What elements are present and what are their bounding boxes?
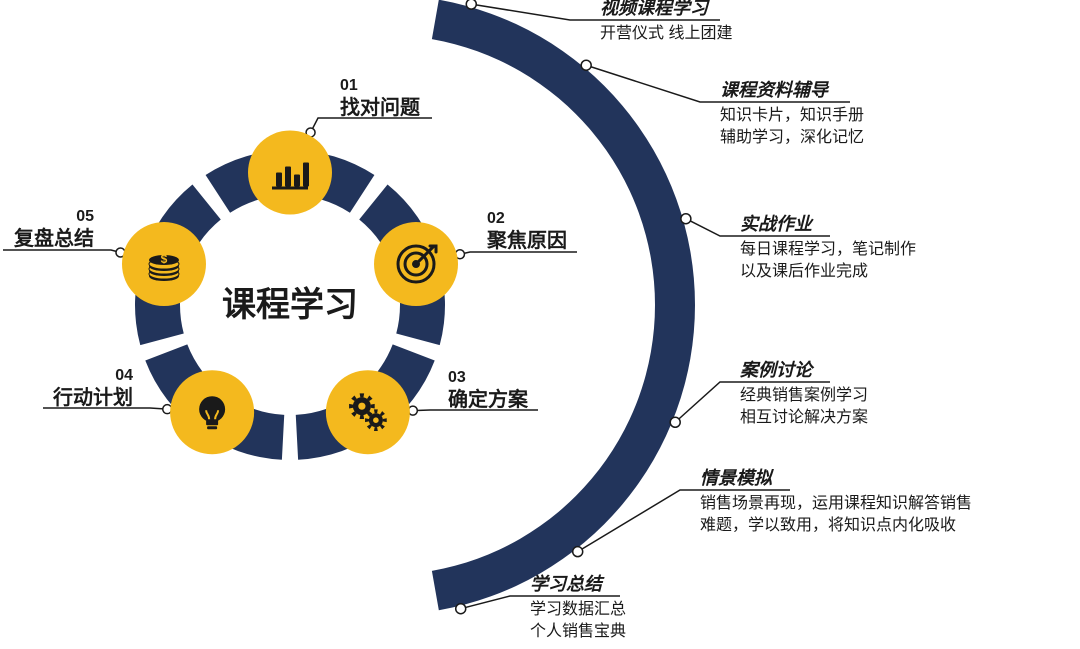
arc-item-desc: 学习数据汇总 [530, 600, 626, 618]
node-leader [311, 118, 432, 132]
node-number: 04 [115, 367, 133, 384]
node-title: 聚焦原因 [486, 228, 567, 252]
arc-item-desc: 辅助学习，深化记忆 [720, 128, 864, 146]
arc-leader-dot [670, 417, 680, 427]
arc-item-desc: 开营仪式 线上团建 [600, 24, 732, 42]
node-leader [3, 250, 120, 253]
node-number: 05 [76, 208, 94, 225]
arc-item-desc: 难题，学以致用，将知识点内化吸收 [700, 516, 956, 534]
arc-item-desc: 销售场景再现，运用课程知识解答销售 [700, 494, 972, 512]
arc-item-desc: 每日课程学习，笔记制作 [740, 240, 916, 258]
arc-item-desc: 经典销售案例学习 [740, 386, 868, 404]
arc-item-title: 案例讨论 [739, 360, 815, 380]
node-number: 02 [487, 210, 505, 227]
node-title: 复盘总结 [13, 226, 94, 250]
svg-text:$: $ [161, 252, 168, 266]
arc-item-title: 学习总结 [530, 574, 605, 594]
arc-leader-dot [466, 0, 476, 9]
arc-item-desc: 知识卡片，知识手册 [720, 106, 864, 124]
node-title: 确定方案 [448, 387, 529, 411]
arc-leader-dot [581, 60, 591, 70]
arc-item-title: 情景模拟 [700, 468, 774, 488]
node-leader [460, 252, 577, 254]
outer-arc [432, 0, 695, 610]
node-title: 行动计划 [52, 385, 133, 409]
center-title: 课程学习 [222, 285, 358, 324]
arc-item-title: 实战作业 [740, 214, 814, 234]
node-number: 03 [448, 369, 466, 386]
arc-item-desc: 以及课后作业完成 [740, 262, 868, 280]
arc-item-desc: 相互讨论解决方案 [740, 408, 868, 426]
node-title: 找对问题 [340, 95, 421, 119]
arc-leader-dot [681, 214, 691, 224]
arc-item-title: 课程资料辅导 [720, 80, 830, 100]
node-number: 01 [340, 77, 358, 94]
arc-item-title: 视频课程学习 [600, 0, 710, 18]
arc-leader-dot [573, 547, 583, 557]
arc-leader-dot [456, 604, 466, 614]
arc-item-desc: 个人销售宝典 [530, 622, 626, 640]
diagram-root: 课程学习 01找对问题 02聚焦原因 03确定方案 04行动计划 $05复盘总结 视频课程学… [0, 0, 1080, 649]
